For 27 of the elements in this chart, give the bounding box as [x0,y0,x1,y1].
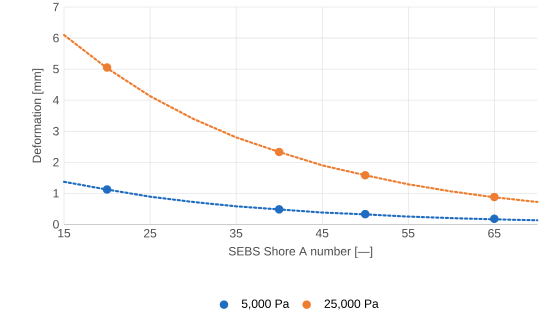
y-tick-label: 5 [53,64,59,74]
x-tick-label: 45 [316,229,328,238]
legend-label: 5,000 Pa [242,299,290,310]
point [274,205,284,214]
y-tick-label: 0 [53,220,59,229]
line-series [62,34,538,204]
point [102,63,112,72]
point [360,171,370,180]
point [490,192,499,202]
x-tick-label: 25 [144,229,156,238]
x-tick-label: 15 [58,229,70,238]
y-tick-label: 2 [53,158,59,166]
point [102,185,112,194]
point [274,148,284,156]
y-tick-label: 1 [54,189,59,198]
legend-label: 25,000 Pa [324,299,379,310]
x-tick-label: 65 [488,229,500,238]
point [360,210,370,218]
y-axis-title: Deformation [mm] [32,68,44,162]
x-tick-label: 55 [402,229,414,238]
x-tick-label: 35 [230,229,242,238]
y-tick-label: 6 [53,34,59,42]
point [490,214,499,224]
y-tick-label: 4 [52,96,59,104]
x-axis-title: SEBS Shore A number [—] [228,246,372,258]
y-tick-label: 7 [53,2,59,12]
y-tick-label: 3 [53,126,59,136]
